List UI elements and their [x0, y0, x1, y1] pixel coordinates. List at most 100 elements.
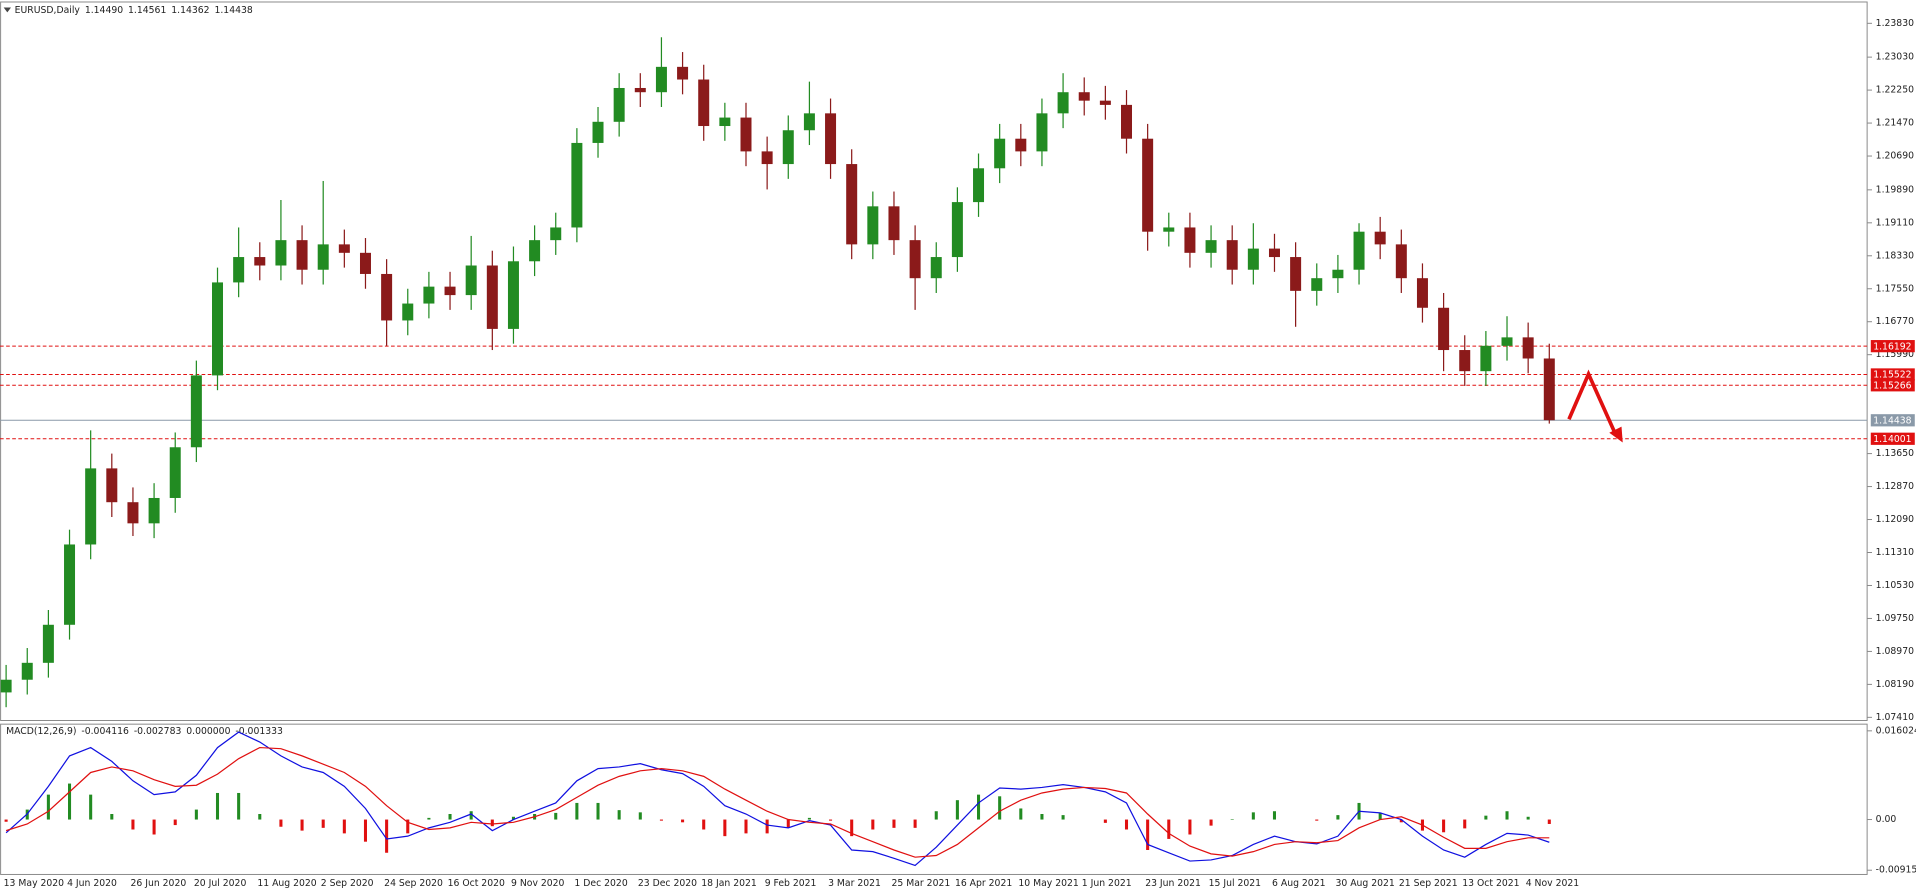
- candle-body: [803, 113, 815, 131]
- candle-body: [1480, 345, 1492, 372]
- candle-body: [1036, 113, 1048, 152]
- x-tick-label: 24 Sep 2020: [384, 878, 443, 889]
- level-label-box: [1870, 432, 1915, 445]
- candle-body: [212, 282, 224, 376]
- arrow-head: [1609, 426, 1623, 443]
- y-tick-label: 1.12870: [1876, 481, 1914, 492]
- y-tick-label: 1.17550: [1876, 283, 1914, 294]
- candle-body: [1416, 278, 1428, 308]
- level-label-text: 1.14438: [1873, 415, 1911, 426]
- x-tick-label: 13 May 2020: [4, 878, 65, 889]
- level-label-text: 1.15522: [1873, 370, 1911, 381]
- candle-body: [846, 164, 858, 245]
- level-label-text: 1.15266: [1873, 380, 1911, 391]
- header-value: 1.14438: [214, 4, 252, 15]
- candle-body: [1121, 104, 1133, 139]
- macd-header: MACD(12,26,9) -0.004116 -0.002783 0.000000-…: [6, 725, 283, 736]
- level-label-box: [1870, 414, 1915, 427]
- candle-body: [655, 66, 667, 93]
- candle-body: [867, 206, 879, 245]
- candle-body: [1438, 307, 1450, 351]
- candle-body: [1311, 278, 1323, 291]
- candle-body: [529, 240, 541, 262]
- macd-line: [5, 731, 1550, 867]
- x-tick-label: 1 Jun 2021: [1082, 878, 1132, 889]
- level-label-box: [1870, 340, 1915, 353]
- candle-body: [423, 286, 435, 304]
- candle-body: [1078, 92, 1090, 101]
- level-label-box: [1870, 379, 1915, 392]
- x-tick-label: 3 Mar 2021: [828, 878, 881, 889]
- x-tick-label: 16 Oct 2020: [448, 878, 505, 889]
- candle-body: [1247, 248, 1259, 270]
- x-tick-label: 4 Nov 2021: [1526, 878, 1580, 889]
- x-tick-label: 15 Jul 2021: [1209, 878, 1262, 889]
- symbol: EURUSD,Daily: [15, 4, 81, 15]
- y-tick-label: 1.15990: [1876, 349, 1914, 360]
- candle-body: [1142, 138, 1154, 232]
- x-tick-label: 2 Sep 2020: [321, 878, 374, 889]
- y-tick-label: 1.19110: [1876, 217, 1914, 228]
- candle-body: [1522, 337, 1534, 359]
- x-tick-label: 16 Apr 2021: [955, 878, 1012, 889]
- candle-body: [550, 227, 562, 241]
- macd-line: [5, 746, 1550, 858]
- candle-body: [888, 206, 900, 241]
- candle-body: [1015, 138, 1027, 152]
- x-tick-label: 23 Dec 2020: [638, 878, 697, 889]
- macd-header-value: -0.002783: [134, 725, 182, 736]
- candle-body: [190, 375, 202, 448]
- y-tick-label: 1.23030: [1876, 52, 1914, 63]
- candle-body: [994, 138, 1006, 169]
- y-tick-label: 1.12090: [1876, 514, 1914, 525]
- forecast-path: [1567, 369, 1618, 435]
- x-tick-label: 30 Aug 2021: [1335, 878, 1394, 889]
- candle-body: [571, 142, 583, 228]
- candle-body: [486, 265, 498, 329]
- candle-body: [1290, 257, 1302, 291]
- level-label: 1.14001: [1870, 432, 1915, 445]
- x-tick-label: 10 May 2021: [1018, 878, 1079, 889]
- candle-body: [106, 468, 118, 503]
- y-tick-label: 1.07410: [1876, 712, 1914, 723]
- header-value: 1.14561: [128, 4, 166, 15]
- y-tick-label: 1.20690: [1876, 151, 1914, 162]
- candle-body: [782, 130, 794, 165]
- candle-body: [1501, 337, 1513, 346]
- y-tick-label: 1.23830: [1876, 18, 1914, 29]
- candle-body: [1459, 350, 1471, 372]
- x-tick-label: 13 Oct 2021: [1462, 878, 1519, 889]
- candle-body: [1057, 92, 1069, 114]
- macd-header-value: -0.001333: [235, 725, 283, 736]
- y-tick-label: 1.09750: [1876, 613, 1914, 624]
- candle-body: [1395, 244, 1407, 279]
- level-label: 1.15266: [1870, 379, 1915, 392]
- candle-body: [1332, 269, 1344, 279]
- x-tick-label: 9 Nov 2020: [511, 878, 565, 889]
- x-tick-label: 26 Jun 2020: [131, 878, 187, 889]
- candle-body: [317, 244, 329, 270]
- y-tick-label: 1.19890: [1876, 184, 1914, 195]
- candle-body: [381, 273, 393, 321]
- level-label-text: 1.16192: [1873, 341, 1911, 352]
- x-tick-label: 20 Jul 2020: [194, 878, 247, 889]
- level-label-text: 1.14001: [1873, 434, 1911, 445]
- candle-body: [1353, 231, 1365, 270]
- candle-body: [21, 662, 33, 680]
- macd-header-value: 0.000000: [186, 725, 230, 736]
- candle-body: [719, 117, 731, 127]
- candle-body: [64, 544, 76, 625]
- candle-body: [592, 121, 604, 143]
- candle-body: [148, 497, 160, 524]
- menu-icon[interactable]: [3, 7, 11, 13]
- macd-header-value: -0.004116: [81, 725, 129, 736]
- candle-body: [254, 257, 266, 266]
- candle-body: [1205, 240, 1217, 253]
- candle-body: [613, 87, 625, 122]
- y-tick-label: 1.18330: [1876, 250, 1914, 261]
- x-tick-label: 4 Jun 2020: [67, 878, 117, 889]
- y-tick-label: 1.08970: [1876, 646, 1914, 657]
- header-value: 1.14490: [85, 4, 123, 15]
- candle-body: [0, 679, 12, 693]
